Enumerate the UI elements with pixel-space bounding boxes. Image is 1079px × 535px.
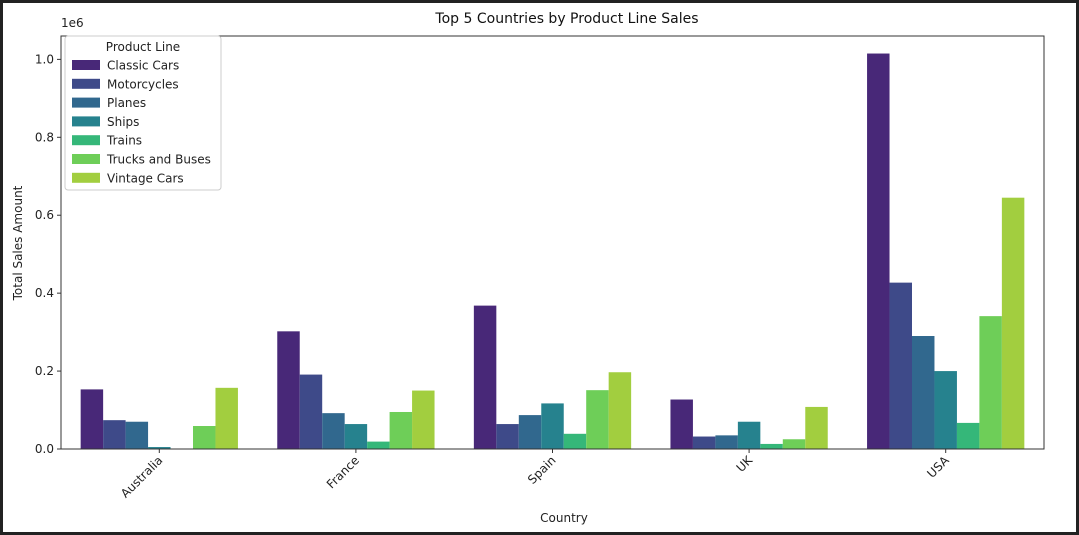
x-tick-label-uk: UK (734, 452, 756, 474)
legend-label-motorcycles: Motorcycles (107, 77, 179, 91)
bar-france-motorcycles (299, 374, 323, 449)
legend-swatch-trucks-and-buses (72, 154, 100, 164)
bar-uk-trucks-and-buses (782, 439, 806, 449)
legend-swatch-ships (72, 116, 100, 127)
bar-australia-planes (125, 421, 149, 449)
bar-uk-ships (737, 421, 761, 449)
y-tick-label: 0.6 (35, 208, 54, 222)
legend-label-trucks-and-buses: Trucks and Buses (106, 153, 211, 167)
bar-france-vintage-cars (412, 390, 435, 449)
bar-uk-planes (715, 435, 738, 449)
legend-swatch-classic-cars (72, 60, 100, 70)
legend: Product Line Classic Cars Motorcycles Plan… (64, 35, 222, 191)
bar-uk-motorcycles (692, 436, 716, 449)
bar-australia-classic-cars (80, 389, 104, 449)
x-axis-label: Country (540, 511, 588, 525)
bar-spain-trains (563, 433, 587, 449)
y-tick-label: 1.0 (35, 52, 54, 66)
bar-spain-motorcycles (496, 424, 519, 449)
legend-swatch-motorcycles (72, 78, 100, 89)
y-tick-label: 0.4 (35, 286, 54, 300)
bar-spain-trucks-and-buses (586, 390, 609, 449)
bars-layer (80, 53, 1025, 449)
legend-label-classic-cars: Classic Cars (107, 59, 179, 73)
y-tick-label: 0.2 (35, 364, 54, 378)
bar-australia-ships (148, 447, 171, 449)
bar-spain-classic-cars (473, 305, 497, 449)
bar-usa-trains (956, 422, 980, 449)
bar-usa-classic-cars (867, 53, 890, 449)
y-offset-label: 1e6 (61, 16, 84, 30)
bar-usa-ships (934, 371, 957, 449)
bar-australia-trucks-and-buses (193, 426, 216, 449)
legend-swatch-vintage-cars (72, 172, 100, 183)
legend-swatch-planes (72, 97, 100, 108)
bar-uk-classic-cars (670, 399, 693, 449)
bar-spain-planes (518, 415, 542, 449)
bar-spain-ships (541, 403, 564, 449)
legend-title: Product Line (106, 40, 180, 54)
bar-chart: Top 5 Countries by Product Line Sales 1e… (11, 11, 1045, 525)
bar-usa-planes (912, 336, 935, 449)
legend-label-vintage-cars: Vintage Cars (107, 171, 184, 185)
bar-usa-trucks-and-buses (979, 316, 1002, 449)
x-tick-label-australia: Australia (118, 453, 165, 500)
legend-label-ships: Ships (107, 115, 139, 129)
bar-usa-vintage-cars (1001, 197, 1025, 449)
bar-france-planes (322, 413, 345, 449)
bar-australia-vintage-cars (215, 387, 238, 449)
bar-france-trains (367, 441, 390, 449)
bar-france-classic-cars (277, 331, 300, 449)
x-tick-label-usa: USA (924, 453, 952, 481)
y-axis-label: Total Sales Amount (11, 185, 25, 301)
bar-uk-trains (760, 443, 783, 449)
bar-uk-vintage-cars (805, 406, 828, 449)
y-tick-label: 0.0 (35, 442, 54, 456)
chart-frame: Top 5 Countries by Product Line Sales 1e… (3, 3, 1076, 532)
legend-frame (64, 35, 222, 191)
legend-swatch-trains (72, 135, 100, 146)
y-tick-label: 0.8 (35, 130, 54, 144)
bar-france-trucks-and-buses (389, 411, 413, 449)
legend-label-trains: Trains (106, 134, 142, 148)
bar-spain-vintage-cars (608, 372, 632, 449)
chart-title: Top 5 Countries by Product Line Sales (434, 11, 698, 27)
x-tick-label-spain: Spain (525, 453, 559, 487)
legend-items: Classic Cars Motorcycles Planes Ships Trains… (72, 59, 211, 185)
bar-usa-motorcycles (889, 282, 912, 449)
bar-france-ships (344, 424, 368, 449)
x-tick-label-france: France (324, 453, 362, 491)
bar-australia-motorcycles (103, 420, 126, 449)
legend-label-planes: Planes (107, 96, 146, 110)
